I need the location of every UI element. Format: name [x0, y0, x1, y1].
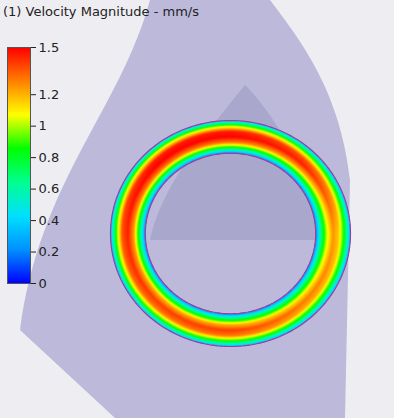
svg-text:0.2: 0.2 — [39, 244, 60, 259]
svg-text:1.5: 1.5 — [39, 40, 60, 55]
html-text:(1) Velocity Magnitude - mm/s: (1) Velocity Magnitude - mm/s — [3, 4, 199, 19]
svg-text:0.8: 0.8 — [39, 150, 60, 165]
svg-text:0.6: 0.6 — [39, 181, 60, 196]
svg-text:1.2: 1.2 — [39, 87, 60, 102]
svg-text:1: 1 — [39, 118, 47, 133]
svg-text:0.4: 0.4 — [39, 213, 60, 228]
svg-text:0: 0 — [39, 276, 47, 291]
